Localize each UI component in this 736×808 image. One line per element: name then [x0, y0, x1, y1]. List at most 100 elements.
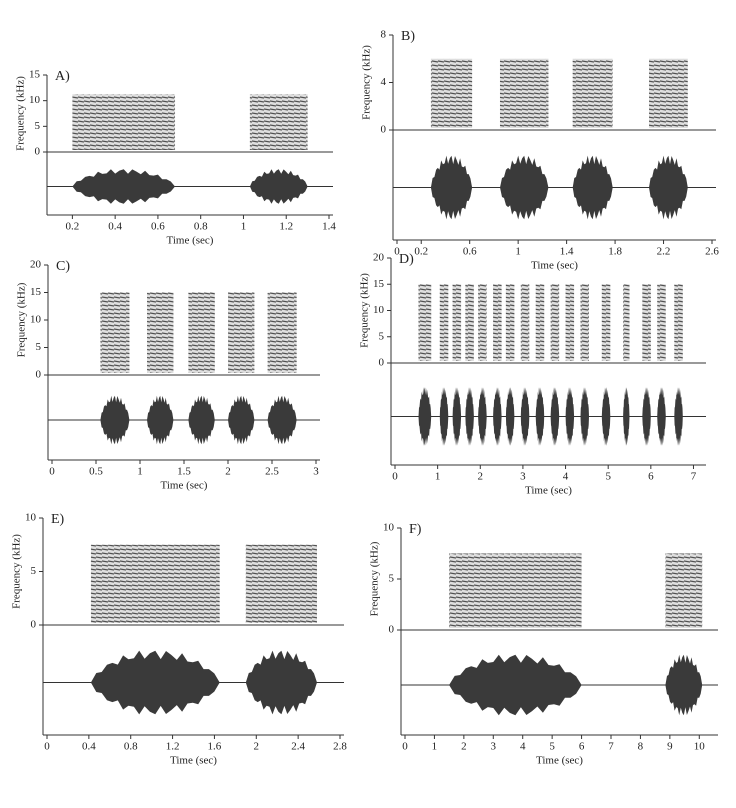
panel-label: B): [401, 29, 415, 44]
waveform-segment: [572, 155, 613, 220]
waveform-segment: [249, 169, 308, 204]
spectrogram-segment: [572, 58, 613, 128]
y-tick-label: 5: [35, 120, 41, 132]
x-axis-label: Time (sec): [525, 485, 572, 497]
x-tick-label: 9: [667, 741, 673, 753]
waveform-segment: [478, 387, 487, 446]
y-tick-label: 5: [36, 341, 42, 353]
x-tick-label: 0.5: [89, 466, 103, 478]
waveform-segment: [493, 387, 502, 446]
waveform-segment: [535, 387, 545, 446]
panel-label: A): [55, 69, 70, 84]
x-tick-label: 0: [392, 471, 398, 483]
panel-label: C): [56, 259, 70, 274]
x-tick-label: 0.2: [66, 221, 80, 233]
waveform-segment: [665, 654, 703, 716]
spectrogram-segment: [90, 544, 220, 623]
y-tick-label: 10: [29, 94, 41, 106]
x-tick-label: 4: [520, 741, 526, 753]
spectrogram-segment: [147, 292, 174, 373]
y-tick-label: 10: [30, 314, 42, 326]
y-tick-label: 10: [25, 512, 37, 524]
waveform-segment: [439, 387, 449, 446]
x-tick-label: 1.6: [208, 741, 222, 753]
waveform-segment: [642, 387, 651, 446]
x-tick-label: 0: [49, 466, 55, 478]
y-tick-label: 0: [36, 369, 42, 381]
x-tick-label: 1: [515, 246, 521, 258]
waveform-segment: [72, 169, 175, 204]
spectrogram-segment: [649, 58, 688, 128]
spectrogram-segment: [452, 284, 462, 361]
x-tick-label: 1: [137, 466, 143, 478]
x-tick-label: 7: [691, 471, 697, 483]
spectrogram-segment: [623, 284, 630, 361]
x-tick-label: 10: [694, 741, 706, 753]
waveform-segment: [147, 395, 174, 445]
x-tick-label: 2.4: [291, 741, 305, 753]
y-tick-label: 15: [30, 286, 42, 298]
x-tick-label: 1.8: [608, 246, 622, 258]
spectrogram-segment: [478, 284, 487, 361]
x-tick-label: 0.8: [124, 741, 138, 753]
y-tick-label: 0: [35, 146, 41, 158]
spectrogram-segment: [449, 553, 582, 628]
spectrogram-segment: [72, 94, 176, 150]
x-tick-label: 2: [225, 466, 231, 478]
y-axis-label: Frequency (kHz): [359, 273, 371, 348]
y-tick-label: 5: [31, 565, 37, 577]
y-tick-label: 0: [381, 124, 387, 136]
x-tick-label: 0.8: [194, 221, 208, 233]
x-tick-label: 1: [432, 741, 438, 753]
y-tick-label: 0: [31, 619, 37, 631]
x-tick-label: 0.6: [151, 221, 165, 233]
x-tick-label: 3: [491, 741, 497, 753]
x-tick-label: 5: [605, 471, 611, 483]
y-axis-label: Frequency (kHz): [11, 534, 23, 609]
x-tick-label: 1.5: [177, 466, 191, 478]
y-axis-label: Frequency (kHz): [16, 282, 28, 357]
x-tick-label: 2: [254, 741, 260, 753]
spectrogram-segment: [100, 292, 130, 373]
waveform-segment: [649, 155, 688, 220]
x-tick-label: 3: [520, 471, 526, 483]
spectrogram-segment: [267, 292, 297, 373]
waveform-segment: [500, 155, 549, 220]
waveform-segment: [580, 387, 589, 446]
x-axis-label: Time (sec): [161, 480, 208, 492]
x-tick-label: 1.4: [560, 246, 574, 258]
waveform-segment: [505, 387, 515, 446]
spectrogram-segment: [418, 284, 432, 361]
spectrogram-segment: [228, 292, 255, 373]
x-tick-label: 1: [435, 471, 441, 483]
x-axis-label: Time (sec): [167, 235, 214, 247]
y-tick-label: 8: [381, 29, 387, 41]
waveform-segment: [520, 387, 530, 446]
x-axis-label: Time (sec): [536, 755, 583, 767]
waveform-segment: [188, 395, 215, 445]
waveform-segment: [90, 650, 220, 715]
x-axis-label: Time (sec): [531, 260, 578, 272]
y-axis-label: Frequency (kHz): [369, 541, 381, 616]
waveform-segment: [601, 387, 611, 446]
spectrogram-segment: [499, 58, 549, 128]
waveform-segment: [657, 387, 666, 446]
waveform-segment: [430, 155, 473, 220]
x-tick-label: 0: [394, 246, 400, 258]
x-tick-label: 2.6: [705, 246, 719, 258]
y-tick-label: 5: [379, 330, 385, 342]
panel-label: F): [409, 522, 422, 537]
spectrogram-segment: [674, 284, 683, 361]
waveform-segment: [550, 387, 560, 446]
spectrogram-segment: [439, 284, 449, 361]
x-tick-label: 0.4: [82, 741, 96, 753]
x-tick-label: 6: [648, 471, 654, 483]
waveform-segment: [452, 387, 462, 446]
x-tick-label: 2: [461, 741, 467, 753]
panel-label: E): [51, 512, 65, 527]
spectrogram-segment: [493, 284, 502, 361]
x-tick-label: 2.2: [657, 246, 671, 258]
x-tick-label: 0.4: [108, 221, 122, 233]
spectrogram-segment: [565, 284, 575, 361]
panel-label: D): [399, 252, 414, 267]
